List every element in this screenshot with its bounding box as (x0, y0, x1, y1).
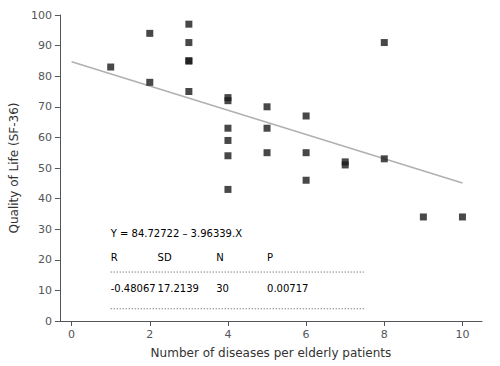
svg-text:0: 0 (68, 328, 75, 341)
svg-text:6: 6 (303, 328, 310, 341)
svg-text:Y = 84.72722 – 3.96339.X: Y = 84.72722 – 3.96339.X (110, 228, 242, 239)
svg-text:60: 60 (38, 131, 52, 144)
svg-text:SD: SD (158, 252, 172, 263)
svg-text:0.00717: 0.00717 (267, 283, 308, 294)
svg-text:80: 80 (38, 70, 52, 83)
svg-text:8: 8 (381, 328, 388, 341)
svg-text:30: 30 (216, 283, 229, 294)
svg-text:100: 100 (31, 9, 52, 22)
svg-text:N: N (216, 252, 223, 263)
svg-text:Number of diseases per elderly: Number of diseases per elderly patients (151, 346, 392, 360)
svg-text:2: 2 (146, 328, 153, 341)
svg-text:30: 30 (38, 223, 52, 236)
svg-text:90: 90 (38, 39, 52, 52)
svg-text:0: 0 (45, 315, 52, 328)
svg-text:10: 10 (455, 328, 469, 341)
svg-text:17.2139: 17.2139 (158, 283, 199, 294)
svg-text:10: 10 (38, 284, 52, 297)
svg-text:Quality of Life (SF-36): Quality of Life (SF-36) (7, 103, 21, 234)
svg-text:R: R (111, 252, 118, 263)
svg-text:4: 4 (224, 328, 231, 341)
svg-text:20: 20 (38, 253, 52, 266)
svg-text:50: 50 (38, 162, 52, 175)
svg-text:70: 70 (38, 100, 52, 113)
svg-text:-0.48067: -0.48067 (111, 283, 156, 294)
svg-text:P: P (267, 252, 273, 263)
svg-text:40: 40 (38, 192, 52, 205)
